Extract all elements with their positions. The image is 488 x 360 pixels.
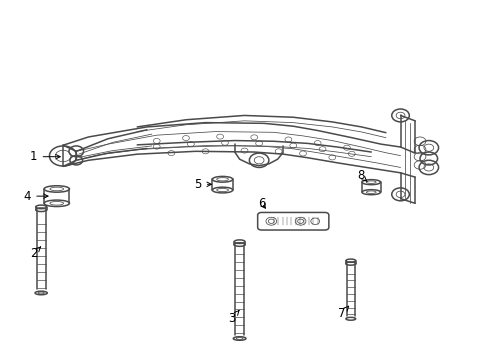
Text: 2: 2 bbox=[30, 247, 41, 260]
Text: 1: 1 bbox=[30, 150, 60, 163]
Text: 5: 5 bbox=[194, 178, 211, 191]
Text: 3: 3 bbox=[228, 310, 239, 325]
Text: 8: 8 bbox=[356, 169, 366, 182]
Text: 4: 4 bbox=[24, 190, 48, 203]
Text: 6: 6 bbox=[257, 197, 265, 210]
Text: 7: 7 bbox=[338, 306, 348, 320]
